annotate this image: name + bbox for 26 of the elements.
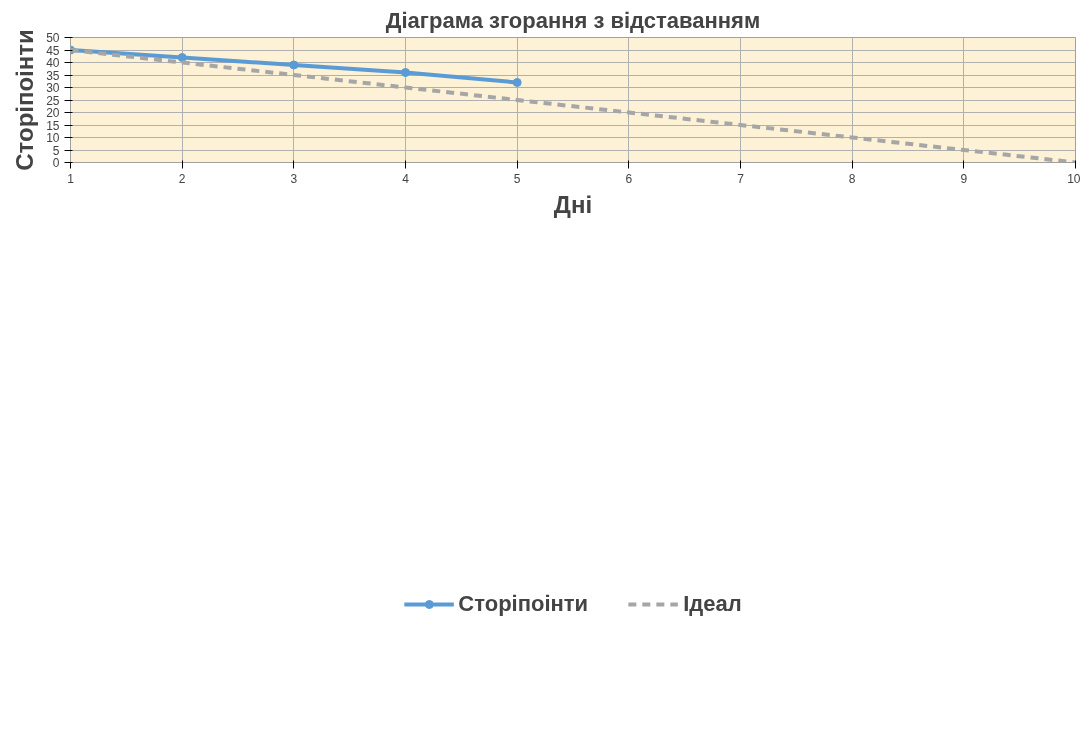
x-tick-label: 7	[737, 171, 745, 186]
y-tick-label: 25	[46, 93, 60, 108]
y-tick-label: 35	[46, 68, 60, 83]
y-tick-label: 40	[46, 56, 60, 70]
y-tick-label: 5	[52, 143, 60, 158]
x-tick-label: 3	[290, 171, 298, 186]
x-tick-label: 8	[848, 171, 856, 186]
y-axis-title: Сторіпоінти	[11, 29, 39, 171]
x-tick-label: 2	[178, 171, 186, 186]
chart-title: Діаграма згорання з відставанням	[385, 7, 761, 33]
y-tick-label: 0	[52, 156, 60, 170]
x-tick-label: 1	[67, 171, 75, 186]
y-tick-label: 20	[46, 106, 60, 120]
x-tick-label: 5	[513, 171, 521, 186]
x-tick-label: 6	[625, 171, 633, 186]
legend-label: Сторіпоінти	[458, 590, 589, 617]
legend-label: Ідеал	[683, 590, 742, 617]
y-tick-label: 15	[46, 118, 60, 133]
y-tick-label: 10	[46, 131, 60, 145]
x-tick-label: 10	[1067, 171, 1081, 186]
y-tick-label: 45	[46, 43, 60, 58]
y-tick-label: 30	[46, 81, 60, 95]
x-tick-label: 4	[402, 171, 410, 186]
y-tick-label: 50	[46, 31, 60, 45]
x-axis-title: Дні	[553, 190, 593, 218]
x-tick-label: 9	[960, 171, 968, 186]
